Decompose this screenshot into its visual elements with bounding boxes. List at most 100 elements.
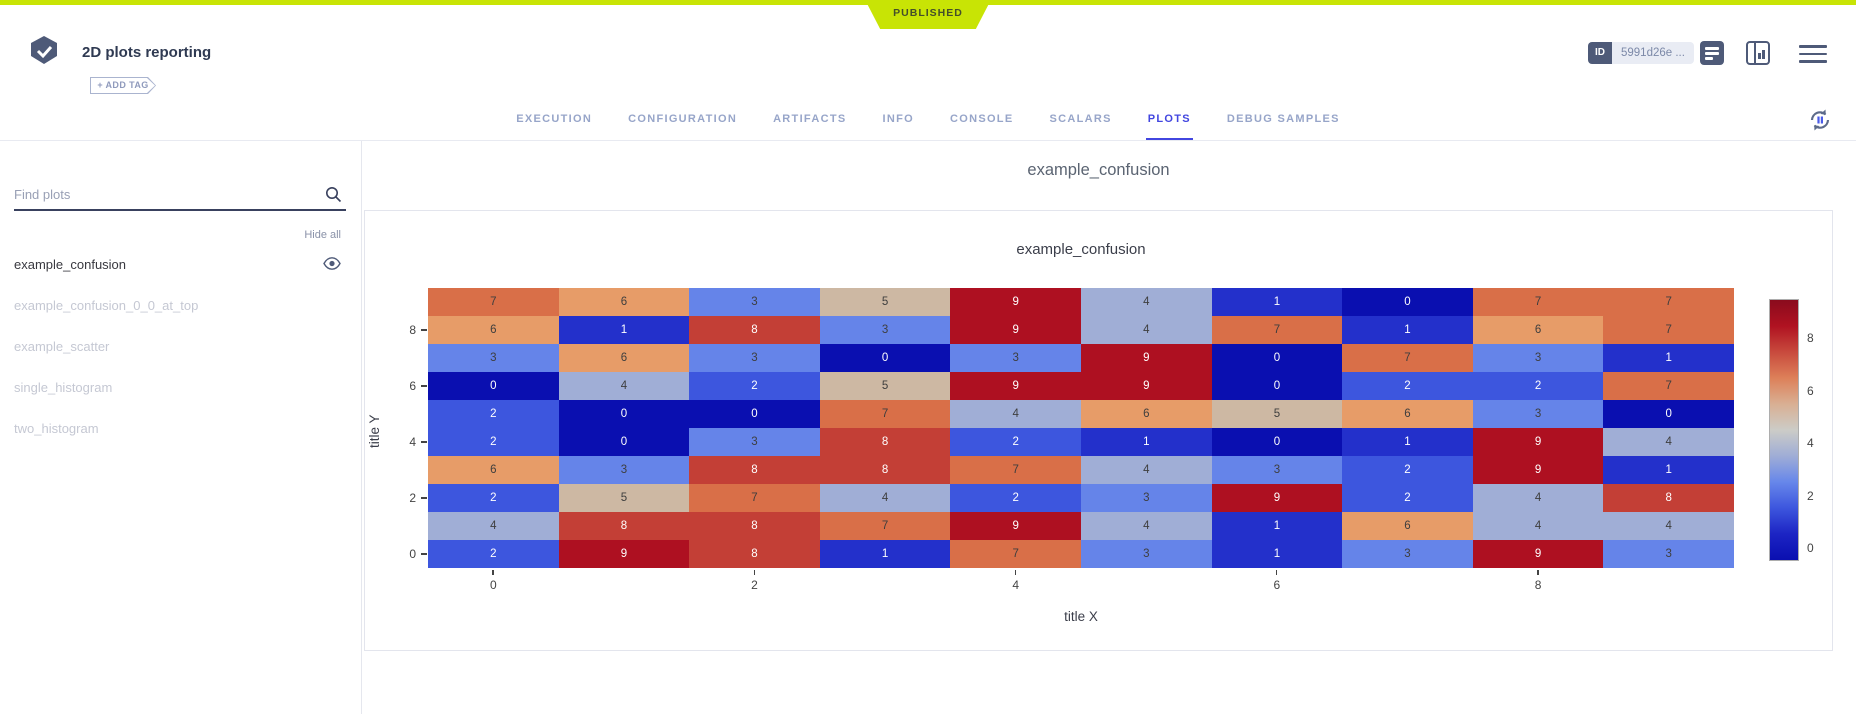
colorbar-tick-label: 4	[1807, 436, 1814, 451]
heatmap-cell: 9	[1472, 456, 1604, 484]
tab-configuration[interactable]: CONFIGURATION	[628, 113, 738, 125]
experiment-title: 2D plots reporting	[82, 44, 212, 61]
heatmap-cell: 7	[689, 484, 820, 512]
tab-scalars[interactable]: SCALARS	[1049, 113, 1112, 125]
auto-refresh-icon[interactable]	[1806, 106, 1834, 139]
y-tick-mark	[421, 497, 427, 499]
heatmap-cell: 4	[950, 400, 1081, 428]
x-axis-title: title X	[1064, 609, 1098, 624]
heatmap-cell: 1	[558, 316, 690, 344]
plot-list-item-single_histogram[interactable]: single_histogram	[0, 367, 361, 408]
details-log-icon[interactable]	[1700, 41, 1724, 65]
heatmap-cell: 6	[428, 316, 559, 344]
heatmap-cell: 1	[1211, 288, 1343, 316]
plot-item-label: example_confusion_0_0_at_top	[14, 298, 199, 313]
heatmap-cell: 7	[1211, 316, 1343, 344]
y-tick-label: 0	[409, 547, 416, 561]
heatmap-cell: 3	[689, 428, 820, 456]
heatmap-cell: 4	[1081, 512, 1212, 540]
x-tick-mark	[492, 570, 494, 575]
heatmap-cell: 3	[558, 456, 690, 484]
heatmap-cell: 8	[819, 428, 951, 456]
heatmap-cell: 4	[1081, 456, 1212, 484]
plot-item-label: example_scatter	[14, 339, 110, 354]
heatmap-cell: 3	[689, 344, 820, 372]
add-tag-label: + ADD TAG	[91, 78, 155, 93]
heatmap-cell: 3	[689, 288, 820, 316]
plot-item-label: single_histogram	[14, 380, 113, 395]
plot-list-item-example_confusion[interactable]: example_confusion	[0, 244, 361, 285]
tab-artifacts[interactable]: ARTIFACTS	[773, 113, 847, 125]
find-plots-search[interactable]	[14, 181, 346, 211]
heatmap-cell: 3	[1081, 540, 1212, 568]
y-tick-label: 8	[409, 323, 416, 337]
heatmap-cell: 7	[1603, 372, 1734, 400]
heatmap-cell: 2	[950, 484, 1081, 512]
panel-divider	[1754, 43, 1756, 63]
x-tick-label: 0	[489, 578, 497, 592]
x-tick-label: 2	[751, 578, 758, 592]
experiment-id-chip[interactable]: ID 5991d26e ...	[1588, 42, 1694, 64]
y-tick-mark	[421, 329, 427, 331]
tab-info[interactable]: INFO	[882, 113, 914, 125]
side-panel-chart-icon[interactable]	[1746, 41, 1770, 65]
heatmap-cell: 9	[950, 512, 1081, 540]
heatmap-cell: 9	[1472, 540, 1604, 568]
plot-list-item-two_histogram[interactable]: two_histogram	[0, 408, 361, 449]
x-tick-mark	[1537, 570, 1539, 575]
heatmap-cell: 7	[1472, 288, 1604, 316]
heatmap-cell: 7	[1603, 288, 1734, 316]
heatmap-cell: 1	[1081, 428, 1212, 456]
heatmap-cell: 0	[1211, 372, 1343, 400]
heatmap-cell: 7	[819, 400, 951, 428]
visibility-eye-icon[interactable]	[323, 256, 341, 273]
heatmap-cell: 4	[428, 512, 559, 540]
plot-item-label: example_confusion	[14, 257, 127, 272]
add-tag-button[interactable]: + ADD TAG	[90, 77, 156, 94]
heatmap-cell: 9	[1211, 484, 1343, 512]
heatmap-cell: 3	[1342, 540, 1473, 568]
y-tick-label: 2	[409, 491, 416, 505]
heatmap-cell: 5	[819, 372, 951, 400]
tab-execution[interactable]: EXECUTION	[516, 113, 593, 125]
heatmap-cell: 6	[1472, 316, 1604, 344]
heatmap-cell: 0	[558, 400, 690, 428]
plot-list-item-example_confusion_0_0_at_top[interactable]: example_confusion_0_0_at_top	[0, 285, 361, 326]
colorbar	[1769, 299, 1799, 561]
heatmap-cell: 7	[1603, 316, 1734, 344]
colorbar-tick-label: 2	[1807, 488, 1814, 503]
panel-bar	[1762, 50, 1765, 59]
x-tick-mark	[1014, 570, 1017, 575]
plots-sidebar: Hide all example_confusionexample_confus…	[0, 141, 362, 714]
heatmap-cell: 0	[1603, 400, 1734, 428]
heatmap-cell: 5	[819, 288, 951, 316]
heatmap-cell: 6	[1342, 512, 1473, 540]
heatmap-cell: 4	[558, 372, 690, 400]
chart-title: example_confusion	[1016, 241, 1146, 258]
heatmap-cell: 6	[558, 344, 690, 372]
heatmap-cell: 8	[558, 512, 690, 540]
colorbar-tick-label: 0	[1807, 540, 1814, 555]
heatmap-cell: 9	[950, 316, 1081, 344]
search-input[interactable]	[14, 181, 304, 207]
plot-list: example_confusion example_confusion_0_0_a…	[0, 244, 361, 449]
tab-console[interactable]: CONSOLE	[949, 113, 1014, 125]
id-value: 5991d26e ...	[1612, 42, 1694, 64]
heatmap-cell: 2	[1342, 456, 1473, 484]
hamburger-menu-icon[interactable]	[1799, 45, 1827, 63]
heatmap-cell: 0	[1211, 344, 1343, 372]
heatmap-cell: 7	[1342, 344, 1473, 372]
tab-plots[interactable]: PLOTS	[1145, 100, 1194, 140]
tab-bar: EXECUTION CONFIGURATION ARTIFACTS INFO CONSO…	[0, 100, 1856, 141]
plot-list-item-example_scatter[interactable]: example_scatter	[0, 326, 361, 367]
plot-group-title: example_confusion	[1027, 161, 1170, 179]
hide-all-link[interactable]: Hide all	[304, 229, 341, 241]
heatmap-cell: 2	[1342, 372, 1473, 400]
heatmap-cell: 0	[428, 372, 559, 400]
y-tick-mark	[421, 385, 427, 387]
heatmap-cell: 0	[1211, 428, 1343, 456]
tab-debug-samples[interactable]: DEBUG SAMPLES	[1226, 113, 1340, 125]
heatmap-cell: 4	[1081, 288, 1212, 316]
